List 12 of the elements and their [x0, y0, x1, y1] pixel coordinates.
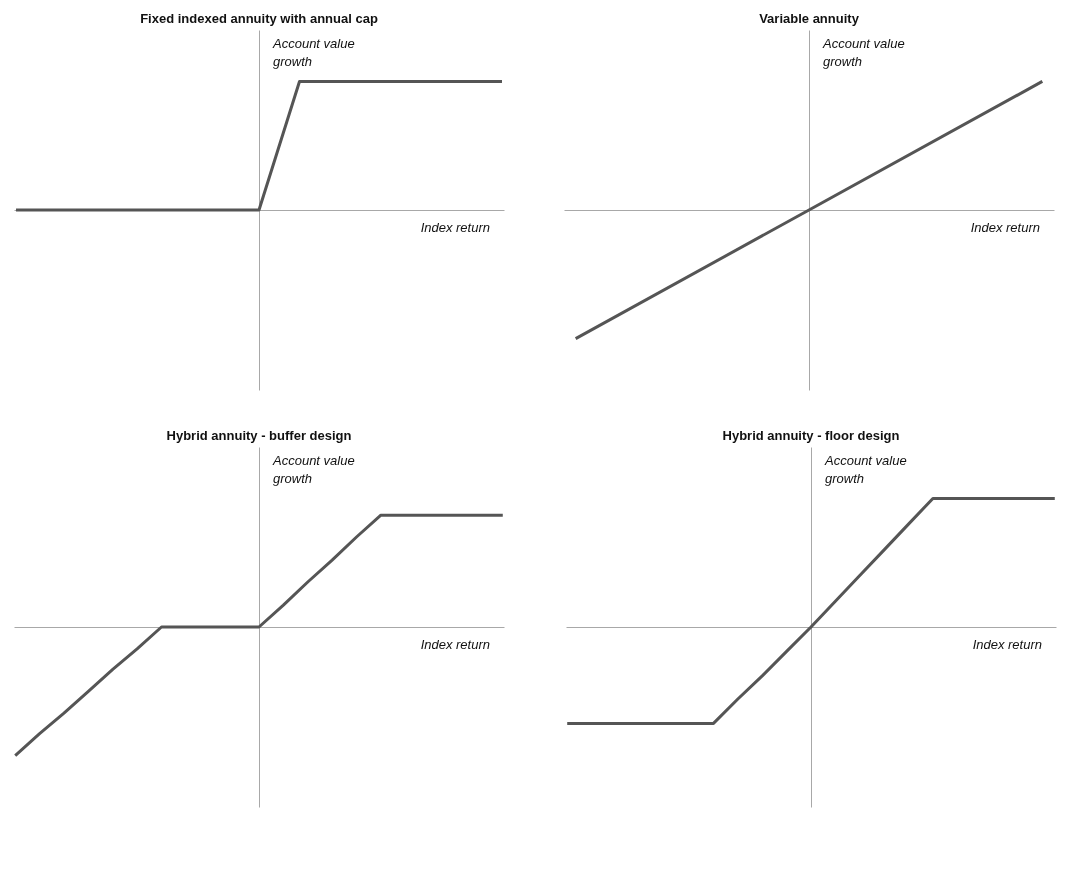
y-axis-title: Account value growth [272, 453, 355, 486]
x-axis-title: Index return [420, 637, 490, 652]
y-axis-title: Account value growth [822, 36, 905, 69]
x-axis-title: Index return [420, 220, 490, 235]
chart-title: Hybrid annuity - floor design [722, 428, 900, 443]
y-axis-title: Account value growth [272, 36, 355, 69]
y-axis-title: Account value growth [824, 453, 907, 486]
chart-title: Hybrid annuity - buffer design [166, 428, 352, 443]
x-axis-title: Index return [970, 220, 1040, 235]
chart-title: Variable annuity [759, 11, 860, 26]
x-axis-title: Index return [972, 637, 1042, 652]
chart-title: Fixed indexed annuity with annual cap [140, 11, 378, 26]
